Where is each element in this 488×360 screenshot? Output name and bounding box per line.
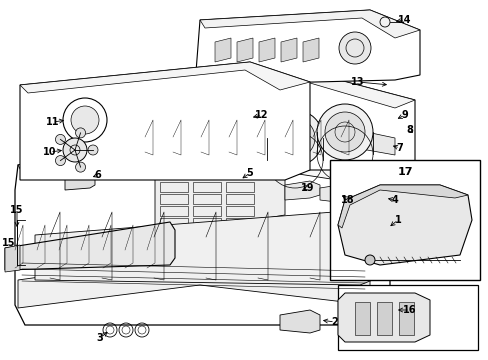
- Polygon shape: [20, 62, 309, 93]
- Circle shape: [316, 104, 372, 160]
- Circle shape: [266, 110, 323, 166]
- Polygon shape: [398, 302, 413, 335]
- Circle shape: [55, 156, 65, 166]
- Polygon shape: [303, 38, 318, 62]
- Text: 1: 1: [394, 215, 401, 225]
- Polygon shape: [319, 184, 354, 203]
- Polygon shape: [354, 302, 369, 335]
- Circle shape: [88, 145, 98, 155]
- Circle shape: [63, 138, 87, 162]
- Polygon shape: [354, 182, 387, 208]
- Text: 4: 4: [391, 195, 398, 205]
- Polygon shape: [195, 10, 419, 85]
- Polygon shape: [376, 302, 391, 335]
- Text: 8: 8: [406, 125, 412, 135]
- Text: 11: 11: [46, 117, 60, 127]
- Bar: [337, 285, 477, 350]
- Text: 15: 15: [10, 205, 24, 215]
- Circle shape: [63, 98, 107, 142]
- Text: 10: 10: [43, 147, 57, 157]
- Polygon shape: [5, 245, 20, 272]
- Circle shape: [55, 134, 65, 144]
- Circle shape: [274, 118, 314, 158]
- Polygon shape: [200, 10, 419, 38]
- Polygon shape: [285, 181, 319, 200]
- Polygon shape: [35, 210, 384, 285]
- Polygon shape: [259, 38, 274, 62]
- Polygon shape: [130, 118, 394, 155]
- Text: 19: 19: [301, 183, 314, 193]
- Circle shape: [71, 106, 99, 134]
- Polygon shape: [20, 62, 309, 180]
- Text: 12: 12: [255, 110, 268, 120]
- Text: 18: 18: [341, 195, 354, 205]
- Circle shape: [325, 112, 364, 152]
- Text: 7: 7: [396, 143, 403, 153]
- Polygon shape: [15, 135, 389, 325]
- Polygon shape: [18, 255, 369, 308]
- Text: 13: 13: [350, 77, 364, 87]
- Text: 2: 2: [331, 317, 338, 327]
- Polygon shape: [280, 310, 319, 333]
- Text: 14: 14: [397, 15, 411, 25]
- Polygon shape: [237, 38, 252, 62]
- Circle shape: [338, 32, 370, 64]
- Circle shape: [76, 162, 85, 172]
- Polygon shape: [175, 102, 240, 143]
- Polygon shape: [337, 293, 429, 342]
- Text: 16: 16: [403, 305, 416, 315]
- Text: 3: 3: [97, 333, 103, 343]
- Circle shape: [364, 255, 374, 265]
- Polygon shape: [337, 185, 471, 265]
- Polygon shape: [5, 222, 175, 270]
- Polygon shape: [281, 38, 296, 62]
- Text: 6: 6: [95, 170, 101, 180]
- Text: 9: 9: [401, 110, 407, 120]
- Polygon shape: [110, 75, 414, 170]
- Polygon shape: [155, 165, 285, 230]
- Polygon shape: [110, 75, 414, 108]
- Bar: [329, 160, 479, 280]
- Polygon shape: [65, 168, 95, 190]
- Circle shape: [76, 128, 85, 138]
- Text: 5: 5: [246, 168, 253, 178]
- Polygon shape: [18, 135, 389, 195]
- Polygon shape: [337, 185, 467, 228]
- Polygon shape: [215, 38, 230, 62]
- Text: 15: 15: [2, 238, 16, 248]
- Text: 17: 17: [396, 167, 412, 177]
